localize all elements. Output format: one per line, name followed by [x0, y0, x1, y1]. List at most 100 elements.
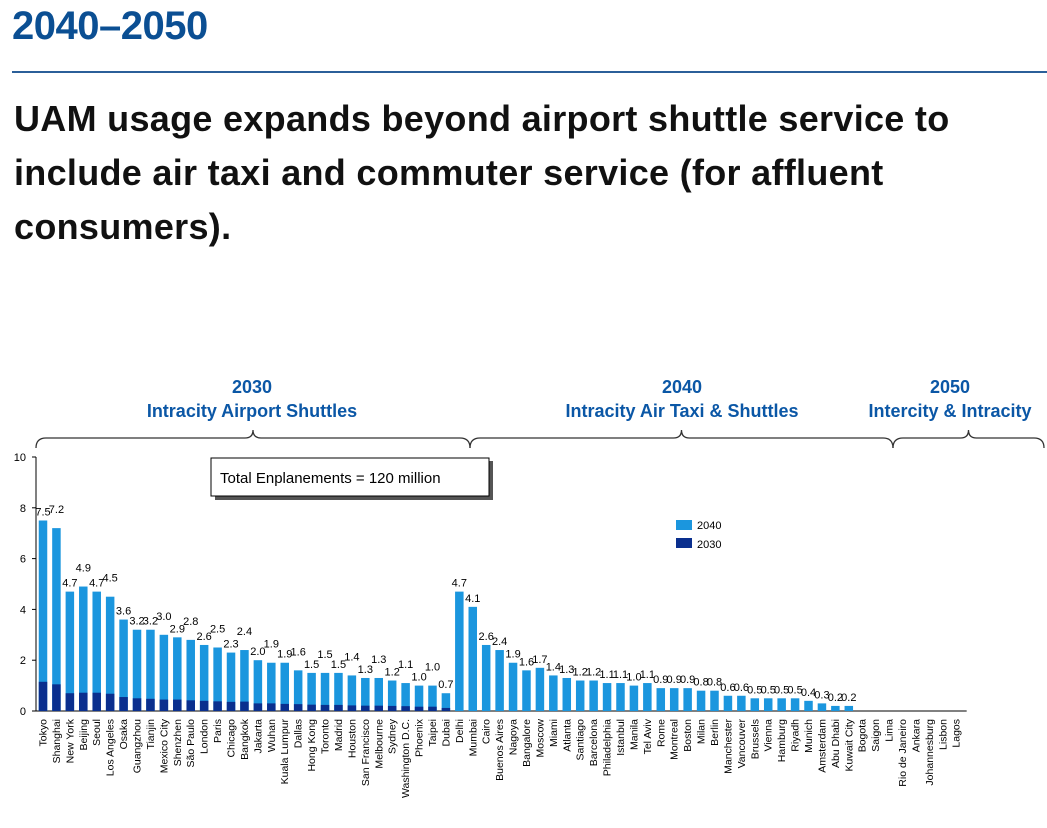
value-label: 1.7: [532, 654, 547, 666]
legend-label-2040: 2040: [697, 520, 721, 532]
value-label: 4.7: [62, 578, 77, 590]
bar-2030: [387, 705, 397, 711]
section-year: 2040: [662, 377, 702, 397]
annotation-text: Total Enplanements = 120 million: [220, 470, 441, 487]
value-label: 2.4: [237, 626, 252, 638]
x-tick-label: Shanghai: [51, 719, 63, 763]
bar-2040: [723, 695, 733, 711]
x-tick-label: Santiago: [575, 719, 587, 761]
bar-2030: [280, 703, 289, 711]
value-label: 1.2: [385, 667, 400, 679]
x-tick-label: Amsterdam: [816, 719, 828, 773]
bar-2030: [267, 703, 276, 711]
value-label: 1.6: [291, 646, 306, 658]
value-label: 2.3: [223, 639, 238, 651]
bar-2040: [616, 683, 625, 711]
value-label: 1.3: [559, 664, 574, 676]
x-tick-label: Dallas: [293, 719, 305, 748]
value-label: 4.7: [89, 578, 104, 590]
x-tick-label: Bangalore: [521, 719, 533, 767]
x-tick-label: Lagos: [951, 719, 963, 748]
legend-swatch-2030: [676, 538, 692, 548]
bar-2040: [414, 685, 424, 711]
value-label: 0.8: [707, 677, 722, 689]
value-label: 0.7: [438, 679, 453, 691]
bar-2040: [119, 619, 128, 711]
bar-2040: [146, 629, 155, 711]
bar-2040: [629, 685, 639, 711]
bar-2040: [831, 705, 840, 711]
value-label: 2.0: [250, 646, 265, 658]
bar-2030: [186, 700, 195, 711]
x-tick-label: Ankara: [910, 719, 922, 752]
bar-2040: [320, 672, 330, 711]
value-label: 4.9: [76, 563, 91, 575]
legend-label-2030: 2030: [697, 539, 721, 551]
heading-divider: [12, 71, 1047, 73]
bar-2030: [173, 699, 182, 711]
bar-2030: [119, 697, 128, 711]
value-label: 1.3: [358, 664, 373, 676]
x-tick-label: Bogota: [857, 719, 869, 752]
page-heading: 2040–2050: [12, 4, 208, 48]
bar-2040: [737, 695, 746, 711]
bar-2030: [320, 704, 330, 711]
bar-2040: [105, 596, 115, 711]
x-tick-label: Tokyo: [38, 719, 50, 747]
value-label: 1.0: [626, 672, 641, 684]
bar-2040: [468, 606, 478, 711]
bar-2030: [105, 693, 115, 711]
bar-2040: [790, 698, 800, 711]
section-year: 2030: [232, 377, 272, 397]
bar-2040: [683, 688, 692, 711]
bar-2030: [65, 693, 75, 711]
bar-2030: [401, 706, 410, 711]
value-label: 7.5: [35, 507, 50, 519]
bar-2040: [817, 703, 827, 711]
bar-2030: [199, 700, 209, 711]
value-label: 1.1: [640, 669, 655, 681]
bar-2040: [844, 705, 854, 711]
x-tick-label: Hamburg: [776, 719, 788, 762]
x-tick-label: Melbourne: [373, 719, 385, 769]
bar-2040: [455, 591, 464, 711]
bar-2040: [643, 683, 652, 711]
x-tick-label: Abu Dhabi: [830, 719, 842, 768]
value-label: 0.5: [774, 684, 789, 696]
x-tick-label: Chicago: [226, 719, 238, 758]
bar-2030: [253, 703, 263, 711]
x-tick-label: Milan: [696, 719, 708, 744]
bar-2040: [575, 680, 585, 711]
bar-2040: [38, 520, 48, 711]
x-tick-label: São Paulo: [185, 719, 197, 768]
x-tick-label: Delhi: [454, 719, 466, 743]
y-tick-label: 2: [20, 655, 26, 667]
value-label: 1.6: [519, 656, 534, 668]
value-label: 1.5: [331, 659, 346, 671]
bar-2030: [307, 704, 316, 711]
x-tick-label: Toronto: [320, 719, 332, 754]
value-label: 1.5: [317, 649, 332, 661]
value-label: 1.3: [371, 654, 386, 666]
x-tick-label: Atlanta: [561, 719, 573, 752]
bar-2040: [589, 680, 598, 711]
x-tick-label: Paris: [212, 719, 224, 743]
bar-2040: [481, 644, 491, 711]
bar-2040: [267, 662, 276, 711]
value-label: 2.6: [197, 631, 212, 643]
bar-2040: [710, 690, 719, 711]
page-subheading: UAM usage expands beyond airport shuttle…: [14, 98, 950, 247]
x-tick-label: Dubai: [440, 719, 452, 746]
enplanements-bar-chart: 2030 Intracity Airport Shuttles 2040 Intrac…: [14, 377, 1045, 798]
value-label: 0.9: [680, 674, 695, 686]
x-tick-label: New York: [64, 718, 76, 763]
value-label: 0.8: [693, 677, 708, 689]
x-tick-label: Lisbon: [937, 719, 949, 750]
bar-2040: [602, 683, 612, 711]
value-label: 1.1: [398, 659, 413, 671]
bar-2040: [804, 700, 813, 711]
bar-2040: [213, 647, 222, 711]
value-label: 1.0: [425, 662, 440, 674]
y-tick-label: 10: [14, 452, 26, 464]
x-tick-label: Guangzhou: [132, 719, 144, 773]
